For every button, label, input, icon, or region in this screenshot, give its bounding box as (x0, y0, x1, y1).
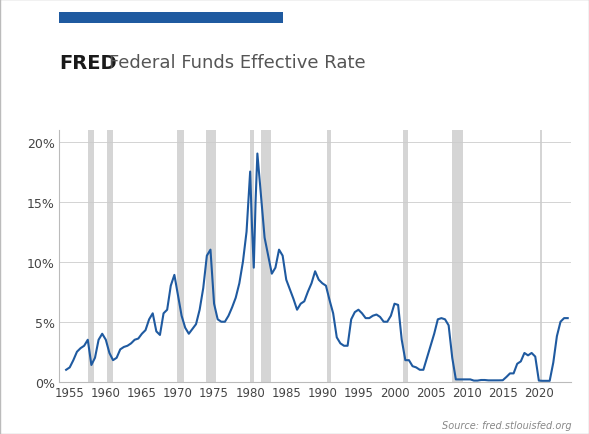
Bar (327, 130, 331, 382)
Bar (206, 130, 216, 382)
Bar (88, 130, 94, 382)
Text: Source: fred.stlouisfed.org: Source: fred.stlouisfed.org (442, 420, 571, 430)
Bar (403, 130, 408, 382)
Bar (107, 130, 113, 382)
Text: Federal Funds Effective Rate: Federal Funds Effective Rate (109, 54, 366, 72)
Bar (261, 130, 271, 382)
Bar (540, 130, 542, 382)
Text: FRED: FRED (59, 54, 117, 73)
Bar (452, 130, 463, 382)
Bar (177, 130, 184, 382)
Bar (250, 130, 254, 382)
